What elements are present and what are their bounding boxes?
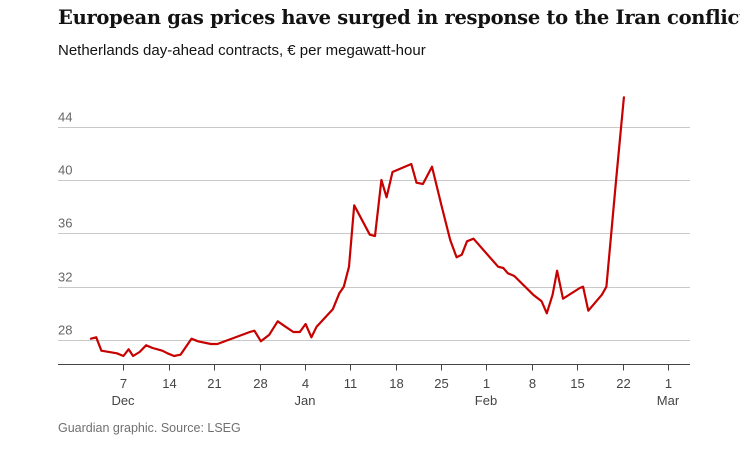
series-line-0 [89, 96, 625, 358]
month-label: Feb [475, 393, 497, 408]
x-tick-label: 28 [253, 376, 267, 391]
source-note: Guardian graphic. Source: LSEG [58, 421, 241, 435]
x-tick-label: 4 [302, 376, 309, 391]
grid-lines [58, 127, 690, 341]
x-tick-label: 22 [616, 376, 630, 391]
x-tick-label: 8 [529, 376, 536, 391]
month-label: Mar [657, 393, 680, 408]
x-tick-label: 15 [570, 376, 584, 391]
y-tick-label: 44 [58, 110, 72, 125]
x-tick-label: 25 [434, 376, 448, 391]
y-tick-label: 32 [58, 270, 72, 285]
x-axis-ticks: 7 14 21 28 4 11 18 25 1 8 15 22 1 [120, 364, 672, 391]
y-tick-label: 36 [58, 216, 72, 231]
series-layer [89, 96, 625, 358]
chart-subtitle: Netherlands day-ahead contracts, € per m… [58, 42, 426, 59]
x-tick-label: 18 [389, 376, 403, 391]
y-tick-label: 40 [58, 163, 72, 178]
x-tick-label: 1 [483, 376, 490, 391]
x-tick-label: 21 [207, 376, 221, 391]
y-tick-label: 28 [58, 323, 72, 338]
month-label: Jan [295, 393, 316, 408]
x-tick-label: 7 [120, 376, 127, 391]
x-tick-label: 1 [665, 376, 672, 391]
x-axis-months: Dec Jan Feb Mar [111, 393, 679, 408]
month-label: Dec [111, 393, 135, 408]
y-axis-ticks: 28 32 36 40 44 [58, 110, 72, 338]
x-tick-label: 11 [344, 376, 358, 391]
chart-title: European gas prices have surged in respo… [58, 6, 740, 29]
x-tick-label: 14 [162, 376, 176, 391]
